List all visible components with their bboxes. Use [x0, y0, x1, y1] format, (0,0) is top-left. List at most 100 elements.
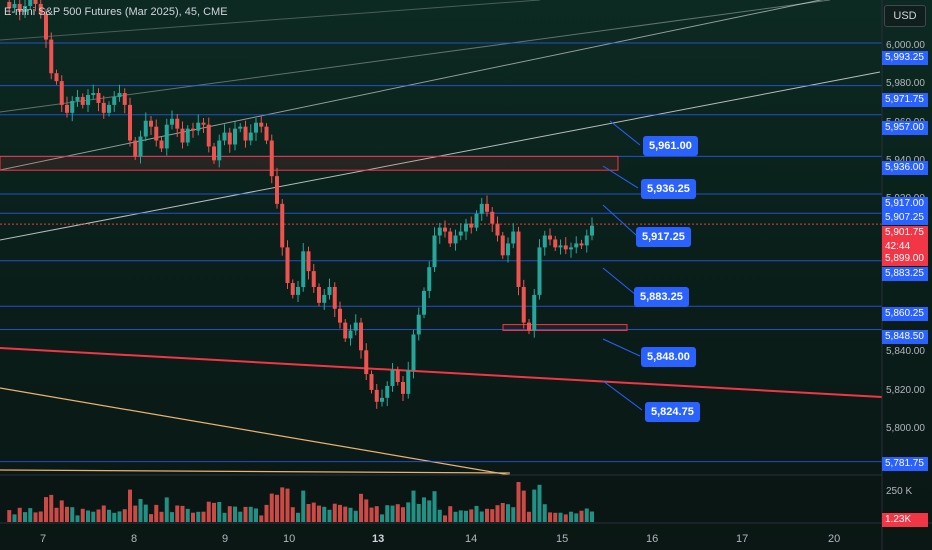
candle-body: [7, 1, 12, 8]
volume-bar: [33, 512, 38, 522]
candle-body: [75, 96, 80, 101]
candle-body: [390, 370, 395, 386]
candle: [290, 279, 295, 299]
trend-channel: [0, 0, 883, 476]
trend-line-orange-2: [0, 469, 511, 474]
candle: [332, 282, 337, 318]
trend-line-3: [0, 0, 541, 41]
candle-body: [443, 227, 447, 232]
volume-bar: [511, 507, 516, 522]
candle: [133, 136, 138, 160]
price-axis-tick: 5,980.00: [886, 78, 925, 89]
candle-body: [180, 128, 185, 143]
candle: [280, 199, 285, 256]
candle: [485, 195, 489, 217]
date-label: 20: [828, 533, 841, 545]
volume-bar: [212, 502, 216, 522]
candle-body: [490, 211, 495, 224]
price-tag: 5,848.50: [882, 330, 928, 344]
volume-bar: [432, 491, 437, 522]
candle-body: [448, 231, 453, 244]
candle-body: [138, 136, 143, 157]
candle: [584, 229, 589, 253]
candle-body: [243, 126, 248, 141]
volume-bar: [296, 512, 300, 522]
candle: [548, 228, 552, 246]
volume-bar: [185, 508, 190, 522]
date-label: 9: [222, 533, 229, 545]
candle: [311, 264, 316, 293]
candle-body: [301, 251, 306, 287]
candle: [33, 0, 38, 12]
price-callout[interactable]: 5,961.00: [643, 136, 698, 156]
candle-body: [322, 294, 327, 303]
volume-bar: [259, 515, 264, 522]
candle-body: [558, 245, 563, 248]
candle: [527, 319, 531, 335]
candle-body: [553, 239, 558, 248]
callout-pointer-1: [602, 165, 639, 189]
volume-bar: [348, 507, 353, 522]
date-label: 8: [131, 533, 138, 545]
candle: [175, 114, 180, 137]
volume-bar: [206, 501, 211, 522]
volume-bar: [170, 512, 174, 522]
candle-body: [254, 122, 258, 133]
volume-bar: [7, 510, 12, 522]
volume-bar: [322, 506, 327, 522]
candle: [490, 207, 495, 232]
candle-body: [453, 235, 458, 244]
price-callout[interactable]: 5,936.25: [641, 179, 696, 199]
price-callout[interactable]: 5,824.75: [645, 402, 700, 422]
level-lines: [0, 42, 882, 463]
candle-body: [101, 102, 106, 113]
volume-bar: [558, 512, 563, 522]
price-tag: 5,957.00: [882, 121, 928, 135]
price-callout[interactable]: 5,917.25: [636, 227, 691, 247]
candle: [128, 97, 132, 147]
candle: [107, 101, 111, 117]
candle-body: [65, 104, 69, 113]
date-label: 15: [556, 533, 569, 545]
trend-line-0: [0, 0, 823, 171]
volume-bar: [23, 512, 27, 522]
candle: [285, 240, 290, 289]
candle: [259, 115, 264, 133]
candle: [563, 237, 568, 255]
volume-bar: [369, 507, 374, 522]
candle: [49, 32, 54, 80]
volume-bar: [406, 502, 411, 522]
candle-body: [70, 100, 75, 113]
chart-title: E-mini S&P 500 Futures (Mar 2025), 45, C…: [4, 6, 228, 18]
candle-body: [532, 294, 537, 331]
candle-body: [548, 235, 552, 240]
candle: [206, 117, 211, 153]
candle-body: [17, 3, 22, 12]
price-callout[interactable]: 5,848.00: [641, 347, 696, 367]
price-callout[interactable]: 5,883.25: [634, 287, 689, 307]
volume-bar: [490, 509, 495, 522]
candle-body: [275, 176, 279, 204]
candle-body: [427, 267, 432, 291]
volume-bar: [54, 507, 59, 522]
candle-body: [196, 122, 201, 131]
candle-body: [495, 223, 500, 236]
volume-bar: [338, 504, 342, 522]
candle-body: [222, 132, 227, 141]
candle: [180, 121, 185, 149]
volume-bar: [149, 514, 153, 522]
price-tag: 5,899.00: [882, 252, 928, 266]
volume-bar: [17, 507, 22, 522]
currency-button[interactable]: USD: [884, 5, 926, 27]
candle-body: [385, 385, 390, 398]
volume-bar: [128, 489, 132, 522]
price-axis-tick: 5,820.00: [886, 385, 925, 396]
candle-body: [175, 118, 180, 129]
candle: [301, 243, 306, 292]
date-label: 14: [465, 533, 478, 545]
callout-pointer-4: [602, 338, 641, 357]
candle-body: [96, 93, 101, 103]
volume-bar: [380, 514, 384, 522]
